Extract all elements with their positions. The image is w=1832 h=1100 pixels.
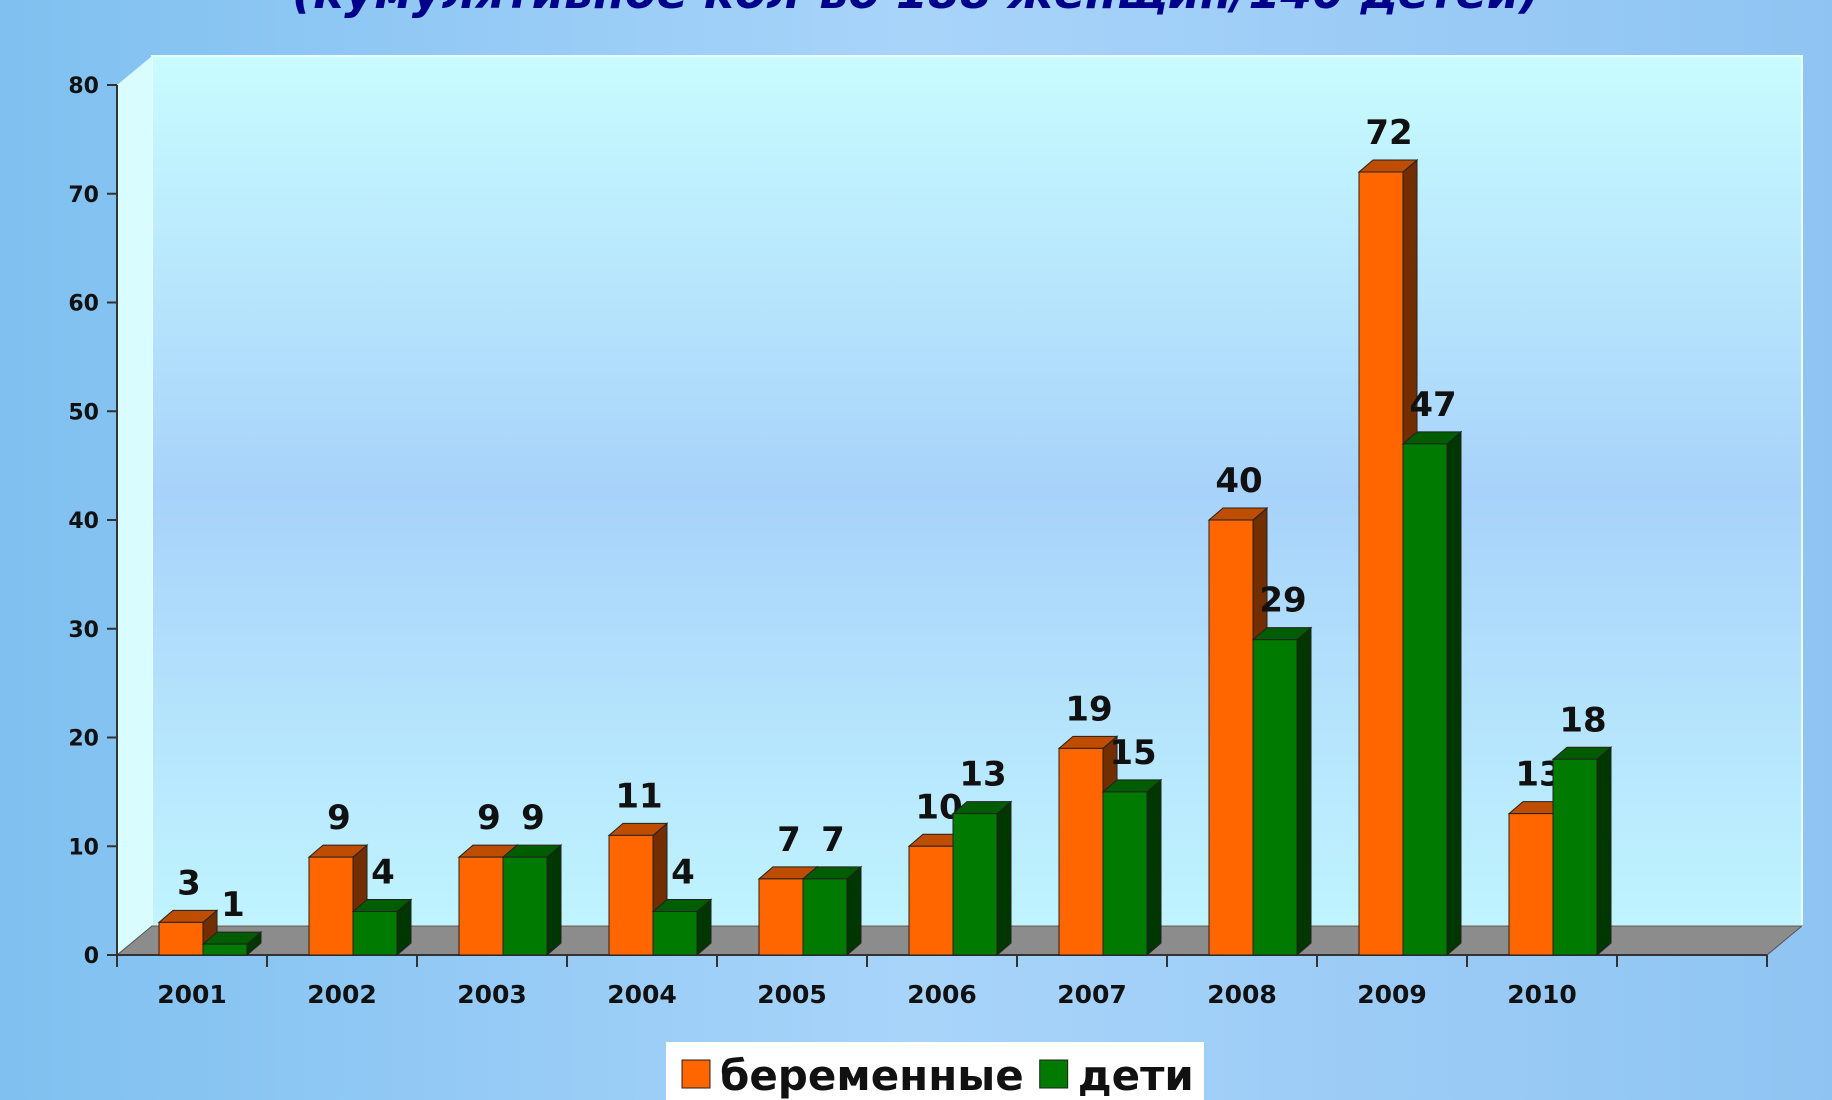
value-label: 4 — [671, 853, 695, 893]
x-tick-label: 2004 — [607, 980, 677, 1009]
y-tick-label: 20 — [68, 727, 99, 752]
legend-box — [666, 1042, 1204, 1100]
x-tick-label: 2006 — [907, 980, 977, 1009]
bar — [307, 844, 369, 957]
x-tick-label: 2007 — [1057, 980, 1127, 1009]
legend-swatch — [1039, 1059, 1069, 1089]
bar-side — [1446, 430, 1462, 957]
bar — [201, 931, 263, 957]
bar — [1251, 626, 1313, 957]
value-label: 9 — [521, 798, 545, 838]
y-tick-label: 40 — [68, 509, 99, 534]
bar-side — [546, 844, 562, 957]
value-label: 7 — [821, 820, 845, 860]
bar-side — [1146, 778, 1162, 957]
side-wall — [117, 56, 152, 955]
y-tick-label: 80 — [68, 74, 99, 99]
bar-front — [1252, 639, 1298, 956]
bar-front — [952, 813, 998, 956]
x-tick-label: 2001 — [157, 980, 227, 1009]
legend-swatch — [681, 1059, 711, 1089]
value-label: 7 — [777, 820, 801, 860]
value-label: 15 — [1109, 733, 1156, 773]
bar-front — [1058, 747, 1104, 956]
bar-side — [1296, 626, 1312, 957]
legend-label: беременные — [720, 1051, 1024, 1100]
bar-front — [502, 856, 548, 956]
legend: беременные дети — [666, 1042, 1204, 1100]
bar — [1401, 430, 1463, 957]
value-label: 13 — [959, 755, 1006, 795]
legend-label: дети — [1078, 1051, 1194, 1100]
y-tick-label: 70 — [68, 183, 99, 208]
y-tick-label: 60 — [68, 292, 99, 317]
bar-front — [908, 845, 954, 956]
value-label: 40 — [1215, 461, 1262, 501]
bar — [501, 844, 563, 957]
value-label: 9 — [327, 798, 351, 838]
value-label: 29 — [1259, 581, 1306, 621]
bar-front — [202, 943, 248, 956]
bar-front — [1358, 171, 1404, 956]
x-tick-label: 2009 — [1357, 980, 1427, 1009]
y-tick-label: 50 — [68, 400, 99, 425]
bar-front — [158, 921, 204, 956]
x-tick-label: 2003 — [457, 980, 527, 1009]
value-label: 1 — [221, 885, 245, 925]
value-label: 9 — [477, 798, 501, 838]
bar — [1101, 778, 1163, 957]
bar-front — [352, 911, 398, 956]
bar-front — [758, 878, 804, 956]
value-label: 4 — [371, 853, 395, 893]
bar-front — [1102, 791, 1148, 956]
bar — [951, 800, 1013, 957]
bar — [1551, 746, 1613, 957]
bar-front — [1208, 519, 1254, 956]
bar-front — [608, 834, 654, 956]
bar-side — [996, 800, 1012, 957]
value-label: 47 — [1409, 385, 1456, 425]
bar-front — [308, 856, 354, 956]
y-tick-label: 30 — [68, 618, 99, 643]
value-label: 72 — [1365, 113, 1412, 153]
value-label: 18 — [1559, 700, 1606, 740]
bar-side — [1596, 746, 1612, 957]
x-tick-label: 2002 — [307, 980, 377, 1009]
bar-front — [1402, 443, 1448, 956]
bar-front — [652, 911, 698, 956]
bar-front — [458, 856, 504, 956]
bar-front — [802, 878, 848, 956]
bar-front — [1508, 813, 1554, 956]
bar — [351, 898, 413, 957]
value-label: 3 — [177, 863, 201, 903]
bar — [801, 865, 863, 957]
value-label: 11 — [615, 776, 662, 816]
y-tick-label: 10 — [68, 835, 99, 860]
value-label: 19 — [1065, 689, 1112, 729]
x-tick-label: 2008 — [1207, 980, 1277, 1009]
x-tick-label: 2010 — [1507, 980, 1577, 1009]
chart-title: (кумулятивное кол-во 188 женщин/140 дете… — [292, 0, 1540, 19]
y-tick-label: 0 — [84, 944, 99, 969]
bar — [651, 898, 713, 957]
bar-front — [1552, 758, 1598, 956]
x-tick-label: 2005 — [757, 980, 827, 1009]
bar-side — [846, 865, 862, 957]
